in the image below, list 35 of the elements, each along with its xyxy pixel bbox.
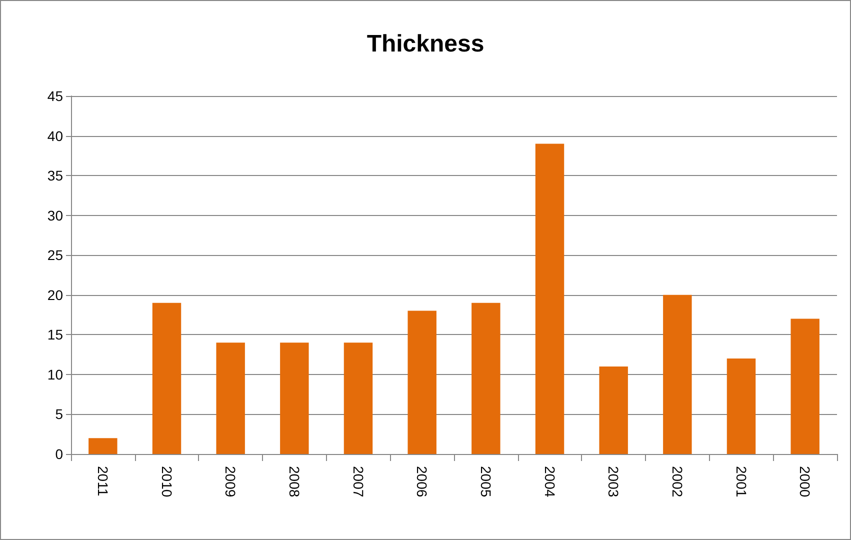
x-tick-label: 2005 bbox=[478, 466, 494, 498]
bar bbox=[790, 318, 820, 454]
bar bbox=[726, 358, 756, 454]
y-tick-label: 15 bbox=[47, 326, 64, 343]
x-tick-label: 2003 bbox=[606, 466, 622, 498]
x-tick-label: 2010 bbox=[158, 466, 175, 498]
y-tick-label: 30 bbox=[47, 207, 64, 224]
x-tick-label: 2002 bbox=[669, 466, 686, 498]
bar bbox=[88, 438, 118, 454]
bar bbox=[216, 342, 245, 454]
x-tick-label: 2011 bbox=[94, 466, 111, 496]
y-tick-label: 0 bbox=[55, 446, 64, 462]
x-tick-label: 2006 bbox=[414, 466, 430, 498]
chart-title: Thickness bbox=[366, 30, 484, 58]
bar bbox=[152, 302, 182, 454]
y-tick-label: 35 bbox=[47, 168, 64, 184]
y-tick-label: 20 bbox=[47, 286, 64, 303]
y-tick-label: 40 bbox=[47, 128, 64, 144]
x-tick-label: 2000 bbox=[797, 466, 814, 498]
bar bbox=[280, 342, 309, 454]
bar bbox=[535, 144, 564, 454]
bar bbox=[663, 294, 692, 454]
x-tick-label: 2008 bbox=[286, 466, 302, 498]
x-tick-label: 2004 bbox=[542, 466, 558, 498]
bar bbox=[472, 302, 500, 454]
x-tick-label: 2001 bbox=[733, 466, 750, 498]
bar bbox=[344, 342, 373, 454]
y-tick-label: 45 bbox=[47, 88, 64, 104]
y-tick-label: 25 bbox=[47, 247, 64, 264]
y-tick-label: 5 bbox=[55, 406, 64, 422]
x-tick-label: 2007 bbox=[350, 466, 366, 498]
bar bbox=[599, 366, 628, 454]
bar bbox=[408, 310, 436, 454]
y-tick-label: 10 bbox=[47, 366, 64, 382]
x-tick-label: 2009 bbox=[222, 466, 239, 498]
